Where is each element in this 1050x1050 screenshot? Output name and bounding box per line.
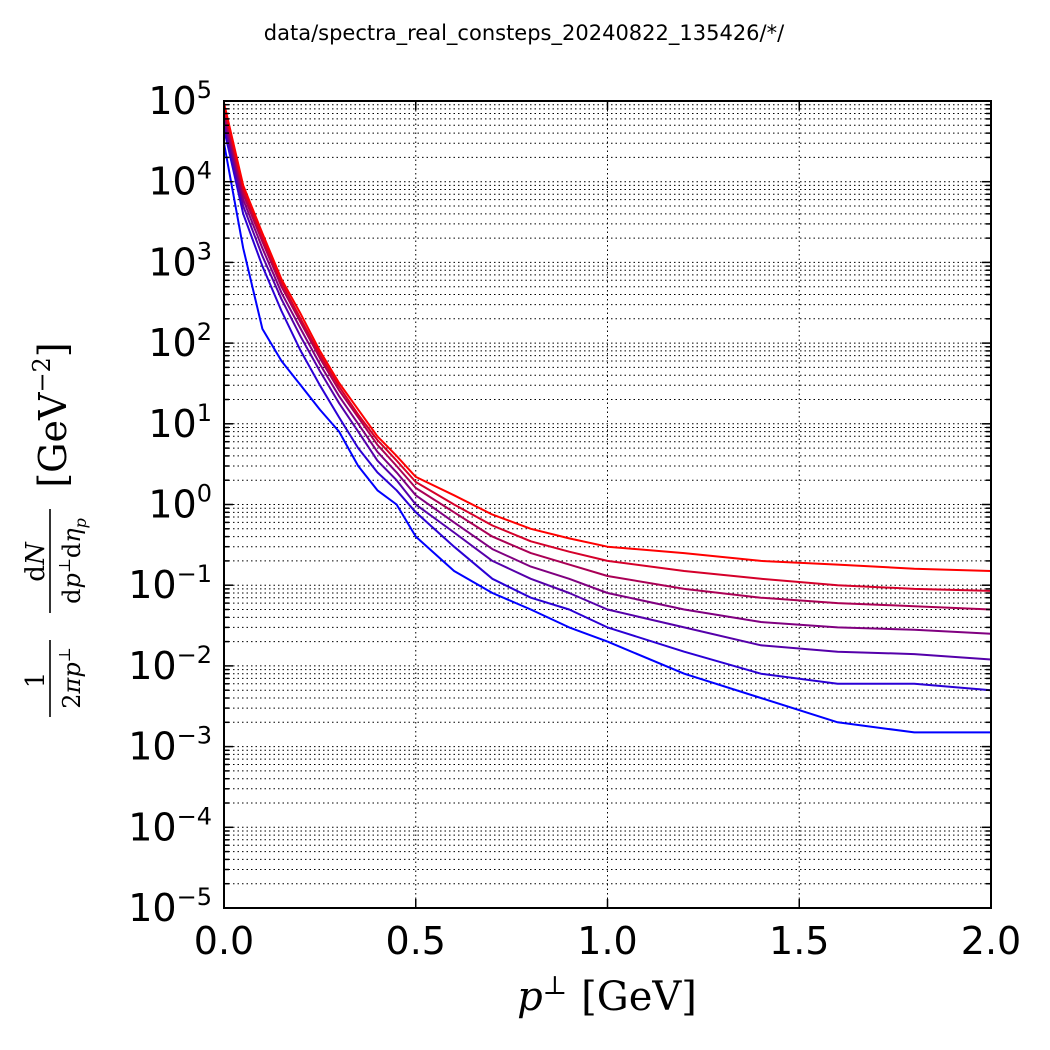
svg-text:2πp⊥: 2πp⊥: [55, 647, 86, 708]
y-tick-labels: 105 104 103 102 101 100 10−1 10−2 10−3 10−4 10−5: [128, 76, 212, 930]
y-tick-label: 101: [148, 399, 212, 446]
series-line-3: [223, 121, 992, 661]
series-line-2: [223, 128, 992, 692]
y-tick-label: 10−2: [128, 641, 212, 688]
series-line-6: [223, 106, 992, 592]
series-line-4: [223, 115, 992, 635]
svg-text:dp⊥dηp: dp⊥dηp: [55, 518, 90, 604]
series-line-1: [223, 143, 991, 734]
y-tick-label: 10−5: [128, 883, 212, 930]
x-tick-label: 2.0: [961, 919, 1021, 963]
series-lines: [223, 102, 992, 734]
svg-text:dN: dN: [21, 541, 51, 582]
series-line-5: [223, 110, 992, 611]
y-tick-label: 100: [148, 480, 212, 527]
series-line-7: [223, 102, 992, 572]
x-axis-label: p⊥ [GeV]: [517, 971, 697, 1020]
axis-ticks: [223, 100, 992, 909]
x-tick-labels: 0.0 0.5 1.0 1.5 2.0: [194, 919, 1021, 963]
x-tick-label: 0.5: [386, 919, 446, 963]
x-tick-label: 1.0: [577, 919, 637, 963]
y-tick-label: 105: [148, 76, 212, 123]
chart-suptitle: data/spectra_real_consteps_20240822_1354…: [264, 21, 785, 46]
y-tick-label: 102: [148, 318, 212, 365]
x-tick-label: 1.5: [769, 919, 829, 963]
svg-text:1: 1: [21, 672, 51, 689]
y-tick-label: 10−4: [128, 802, 212, 849]
y-axis-label: 1 2πp⊥ dN dp⊥dηp [GeV−2]: [21, 342, 90, 717]
y-tick-label: 104: [148, 157, 212, 204]
x-tick-label: 0.0: [194, 919, 254, 963]
y-tick-label: 10−3: [128, 722, 212, 769]
y-tick-label: 10−1: [128, 560, 212, 607]
y-tick-label: 103: [148, 237, 212, 284]
